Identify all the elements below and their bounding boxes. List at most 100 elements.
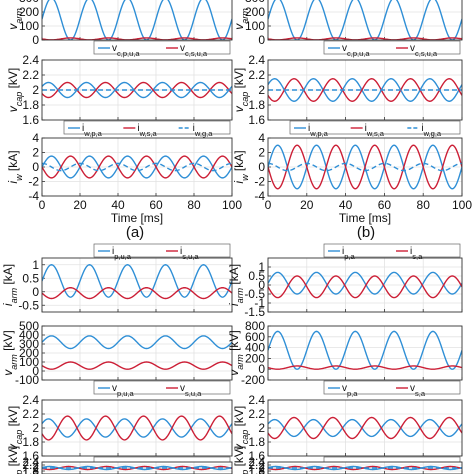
y-tick-label: -200 bbox=[241, 373, 265, 387]
legend-box bbox=[63, 120, 231, 135]
y-axis-label: vcap [kV] bbox=[6, 446, 24, 474]
plot-frame bbox=[267, 399, 463, 457]
y-tick-label: 200 bbox=[19, 5, 39, 19]
legend-box bbox=[323, 243, 461, 258]
label-subscript: c,p,u,a bbox=[117, 49, 140, 58]
x-tick-label: 20 bbox=[300, 198, 314, 212]
label-base: i bbox=[137, 123, 139, 134]
label-base: i bbox=[82, 123, 84, 134]
y-tick-label: 1.6 bbox=[248, 467, 265, 474]
label-base: v bbox=[232, 23, 246, 30]
plot-frame bbox=[41, 461, 233, 474]
x-tick-label: 40 bbox=[111, 198, 125, 212]
label-subscript: w bbox=[14, 174, 24, 181]
series-group bbox=[268, 465, 462, 471]
label-subscript: p,u,a bbox=[117, 389, 135, 398]
label-base: v bbox=[6, 23, 20, 30]
label-base: i bbox=[342, 246, 344, 257]
label-base: v bbox=[232, 105, 246, 112]
y-tick-label: 800 bbox=[245, 319, 265, 333]
y-axis-label: vcap [kV] bbox=[232, 68, 250, 113]
y-tick-label: 2.4 bbox=[22, 53, 39, 67]
series-group bbox=[42, 264, 232, 300]
y-tick-label: -2 bbox=[254, 175, 265, 189]
y-tick-label: 2.2 bbox=[248, 458, 265, 472]
y-tick-label: 2 bbox=[258, 421, 265, 435]
label-subscript: s,a bbox=[415, 389, 426, 398]
label-subscript: p,a bbox=[347, 389, 358, 398]
y-tick-label: 0 bbox=[32, 33, 39, 47]
y-tick-label: 2 bbox=[32, 461, 39, 474]
series-line-i_w,p,a bbox=[268, 78, 462, 102]
plot-frame bbox=[267, 257, 463, 313]
label-subscript: arm bbox=[9, 354, 19, 370]
series-line-v_p,u,a bbox=[42, 335, 232, 350]
y-axis-unit: [kV] bbox=[6, 406, 20, 430]
y-tick-label: 200 bbox=[19, 346, 39, 360]
y-tick-label: 100 bbox=[19, 355, 39, 369]
legend: ip,a is,a bbox=[323, 243, 461, 261]
y-tick-label: 500 bbox=[19, 319, 39, 333]
y-axis-unit: [kA] bbox=[227, 264, 241, 288]
label-base: i bbox=[193, 123, 195, 134]
legend-entry: ip,a bbox=[342, 246, 355, 261]
legend-box bbox=[323, 40, 461, 55]
label-subscript: cap bbox=[240, 470, 250, 474]
x-tick-label: 80 bbox=[187, 198, 201, 212]
y-axis-unit: [kV] bbox=[232, 446, 246, 470]
y-tick-label: 0.5 bbox=[22, 271, 39, 285]
y-axis-unit: [kV] bbox=[1, 330, 15, 354]
series-line-i_w,s,a bbox=[268, 78, 462, 102]
y-axis-unit: [kA] bbox=[1, 264, 15, 288]
label-subscript: c,s,u,a bbox=[185, 49, 208, 58]
label-base: v bbox=[227, 369, 241, 376]
label-base: i bbox=[1, 303, 15, 306]
panel-label-b: (b) bbox=[357, 224, 375, 241]
legend-entry: is,u,a bbox=[180, 246, 199, 261]
legend-box bbox=[323, 380, 461, 395]
y-tick-label: 2.2 bbox=[22, 458, 39, 472]
plot-frame bbox=[267, 59, 463, 121]
y-tick-label: -4 bbox=[254, 189, 265, 203]
y-tick-label: 1.8 bbox=[22, 435, 39, 449]
label-base: v bbox=[342, 383, 347, 394]
label-base: v bbox=[232, 443, 246, 450]
y-tick-label: 2 bbox=[258, 461, 265, 474]
y-axis-label: iw [kA] bbox=[232, 150, 250, 183]
label-base: v bbox=[6, 105, 20, 112]
y-tick-label: 4 bbox=[258, 131, 265, 145]
y-tick-label: 100 bbox=[245, 19, 265, 33]
y-axis-label: varm [kV] bbox=[1, 330, 19, 376]
label-subscript: cap bbox=[240, 92, 250, 107]
y-tick-label: 400 bbox=[245, 341, 265, 355]
y-axis-label: varm bbox=[232, 8, 250, 30]
label-subscript: w,g,a bbox=[423, 129, 442, 138]
series-line-trace-1 bbox=[268, 144, 462, 190]
y-tick-label: 2 bbox=[258, 83, 265, 97]
label-base: i bbox=[227, 303, 241, 306]
series-group bbox=[268, 78, 462, 102]
label-subscript: cap bbox=[14, 430, 24, 445]
label-subscript: cap bbox=[240, 430, 250, 445]
y-tick-label: 2.4 bbox=[22, 393, 39, 407]
label-base: v bbox=[112, 43, 117, 54]
legend-entry: vs,u,a bbox=[180, 383, 202, 398]
plot-frame bbox=[41, 137, 233, 197]
y-tick-label: 0 bbox=[258, 362, 265, 376]
label-subscript: s,u,a bbox=[185, 389, 202, 398]
series-group bbox=[42, 335, 232, 370]
legend-entry: iw,s,a bbox=[137, 123, 157, 138]
y-tick-label: -4 bbox=[28, 189, 39, 203]
series-line-v_c,s,a bbox=[268, 416, 462, 440]
x-tick-label: 0 bbox=[39, 198, 46, 212]
x-tick-label: 60 bbox=[149, 198, 163, 212]
